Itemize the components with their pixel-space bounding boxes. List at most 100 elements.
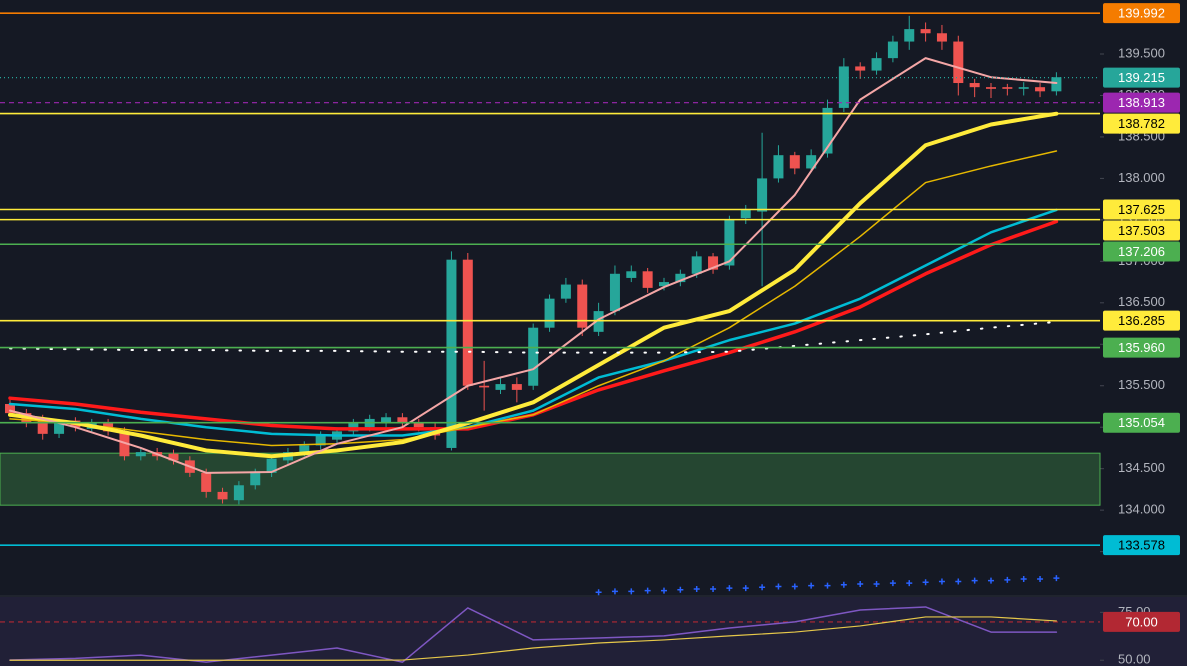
cross-marker [1037, 575, 1044, 582]
candle-body [511, 384, 522, 390]
candle-body [462, 259, 473, 386]
cross-marker [971, 577, 978, 584]
level-label-box [1103, 67, 1180, 88]
level-label: 133.578 [1118, 538, 1165, 553]
candle-body [806, 155, 817, 169]
cross-marker [644, 587, 651, 594]
candle-body [855, 66, 866, 71]
candle-body [986, 87, 996, 89]
level-label: 135.054 [1118, 415, 1165, 430]
candle-body [920, 29, 931, 34]
candle-body [5, 403, 15, 414]
cross-marker [889, 580, 896, 587]
level-label: 137.625 [1118, 202, 1165, 217]
candle-body [446, 259, 457, 448]
candle-body [54, 423, 65, 434]
indicator-line [8, 208, 1058, 437]
cross-marker [759, 584, 766, 591]
level-label-box [1103, 113, 1180, 134]
level-label-box [1103, 220, 1180, 241]
candle-body [757, 178, 768, 212]
cross-marker [693, 585, 700, 592]
cross-marker [661, 587, 667, 594]
candle-body [953, 41, 964, 84]
level-label: 70.00 [1125, 614, 1158, 629]
cross-marker [791, 583, 798, 590]
indicator-line [9, 57, 1058, 474]
candle-body [1035, 87, 1046, 92]
zone [0, 452, 1101, 506]
candle-body [1002, 87, 1013, 89]
y-tick-label: 136.500 [1118, 294, 1165, 309]
y-tick-label: 139.500 [1118, 45, 1165, 60]
candle-body [659, 282, 669, 287]
indicator-line [9, 616, 1057, 661]
candle-body [397, 417, 408, 424]
candle-body [233, 485, 244, 501]
candle-body [708, 256, 719, 270]
cross-marker [857, 580, 864, 587]
indicator-line [9, 150, 1058, 447]
cross-marker [988, 577, 994, 584]
y-tick-label: 138.000 [1118, 170, 1165, 185]
candle-body [544, 298, 555, 328]
cross-marker [742, 585, 749, 592]
cross-marker [595, 589, 602, 596]
level-label: 139.992 [1118, 6, 1165, 21]
candle-body [37, 418, 48, 434]
y-tick-label: 50.00 [1118, 652, 1151, 666]
candle-body [528, 327, 539, 386]
cross-marker [726, 585, 733, 592]
candle-body [1051, 77, 1062, 92]
level-label: 138.782 [1118, 116, 1165, 131]
cross-marker [840, 581, 847, 588]
cross-marker [873, 580, 880, 587]
cross-marker [955, 578, 962, 585]
candle-body [724, 219, 735, 266]
level-label-box [1103, 241, 1180, 262]
cross-marker [710, 585, 717, 592]
candle-body [740, 209, 751, 219]
candle-body [577, 284, 588, 328]
y-tick-label: 134.000 [1118, 502, 1165, 517]
level-label: 137.503 [1118, 223, 1165, 238]
candle-body [593, 311, 604, 332]
candle-body [560, 284, 571, 299]
level-label-box [1103, 337, 1180, 358]
y-tick-label: 134.500 [1118, 460, 1165, 475]
cross-marker [611, 588, 618, 595]
candle-body [201, 472, 212, 492]
cross-marker [824, 582, 831, 589]
cross-marker [922, 579, 929, 586]
candle-body [479, 385, 490, 388]
candle-body [642, 271, 653, 288]
candle-body [315, 435, 326, 446]
candle-body [299, 445, 310, 453]
candle-body [936, 33, 947, 42]
level-label-box [1103, 199, 1180, 220]
cross-marker [775, 583, 782, 590]
candle-body [381, 417, 392, 424]
cross-marker [808, 582, 815, 589]
candle-body [495, 384, 506, 390]
candle-body [250, 472, 261, 486]
cross-marker [938, 578, 945, 585]
indicator-line [8, 111, 1059, 459]
level-label-box [1103, 535, 1180, 556]
candle-body [217, 491, 228, 500]
level-label-box [1103, 3, 1180, 24]
level-label-box [1103, 92, 1180, 113]
candle-body [266, 458, 277, 473]
candle-body [871, 58, 882, 71]
cross-marker [906, 580, 913, 587]
level-label: 139.215 [1118, 70, 1165, 85]
level-label: 135.960 [1118, 340, 1165, 355]
candle-body [904, 29, 915, 42]
candle-body [691, 256, 702, 274]
candle-body [135, 452, 146, 457]
cross-marker [677, 586, 684, 593]
candle-body [626, 271, 637, 278]
level-label: 137.206 [1118, 244, 1165, 259]
